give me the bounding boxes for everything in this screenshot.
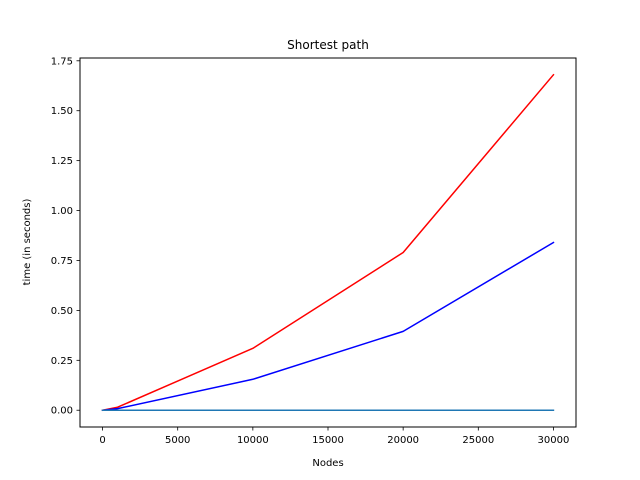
series-line-1 <box>101 73 555 412</box>
y-tick-label: 0.75 <box>51 256 73 267</box>
x-tick-label: 25000 <box>462 435 494 446</box>
y-tick-label: 1.50 <box>51 106 73 117</box>
series-layer <box>101 73 555 412</box>
y-tick-label: 0.00 <box>51 406 73 417</box>
x-axis-label: Nodes <box>312 458 343 469</box>
y-tick-label: 1.75 <box>51 56 73 67</box>
x-ticks: 0 5000 10000 15000 20000 25000 30000 <box>99 427 569 446</box>
chart-title: Shortest path <box>287 38 369 52</box>
x-tick-label: 20000 <box>387 435 419 446</box>
y-tick-label: 0.50 <box>51 306 73 317</box>
y-tick-label: 1.25 <box>51 156 73 167</box>
x-tick-label: 10000 <box>237 435 269 446</box>
y-axis-label: time (in seconds) <box>22 199 33 286</box>
x-tick-label: 0 <box>99 435 105 446</box>
y-ticks: 0.00 0.25 0.50 0.75 1.00 1.25 1.50 1.75 <box>51 56 80 417</box>
plot-area-frame <box>79 57 577 428</box>
x-tick-label: 15000 <box>312 435 344 446</box>
x-tick-label: 30000 <box>538 435 570 446</box>
x-tick-label: 5000 <box>165 435 190 446</box>
y-tick-label: 0.25 <box>51 356 73 367</box>
y-tick-label: 1.00 <box>51 206 73 217</box>
series-line-2 <box>101 241 555 412</box>
